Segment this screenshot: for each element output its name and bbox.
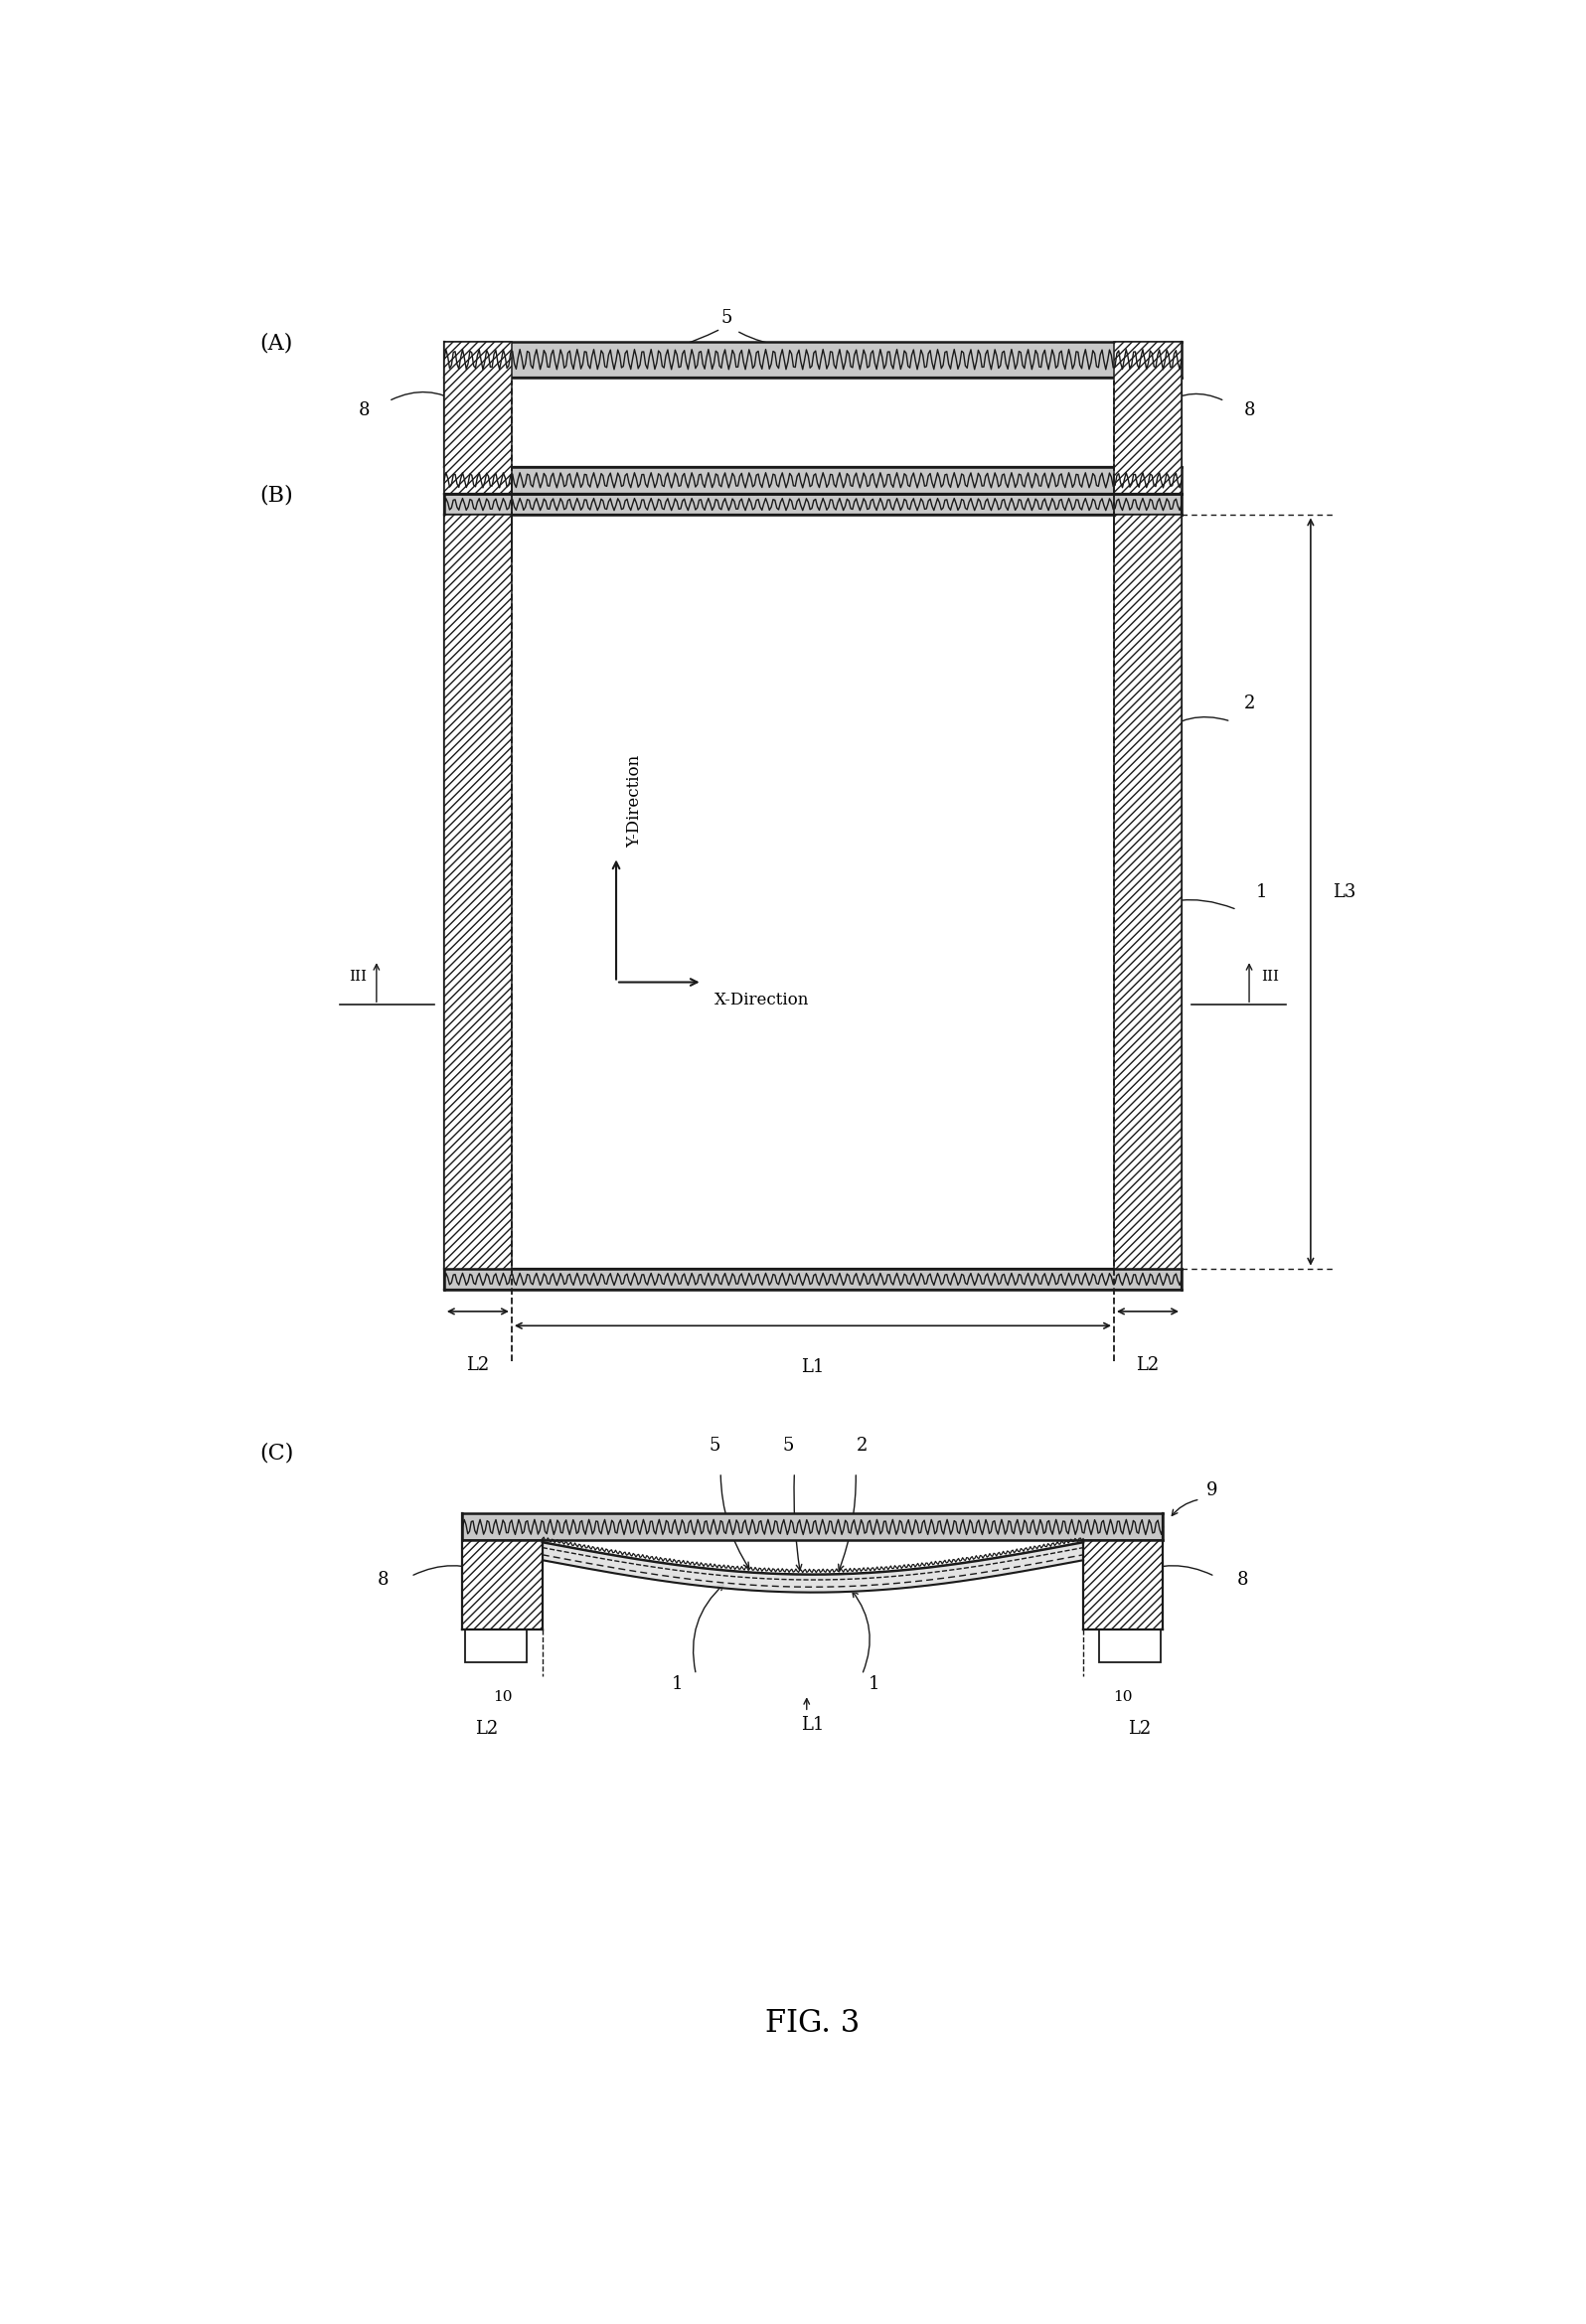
Text: 5: 5 (782, 1436, 795, 1455)
Text: L1: L1 (801, 1357, 825, 1376)
Text: L2: L2 (1128, 1720, 1151, 1738)
Text: FIG. 3: FIG. 3 (766, 2008, 860, 2038)
Text: 2: 2 (856, 1436, 868, 1455)
Text: 1: 1 (1256, 883, 1267, 902)
Text: 2: 2 (1243, 695, 1255, 713)
Text: 1: 1 (672, 1676, 684, 1692)
Text: X-Direction: X-Direction (714, 990, 809, 1009)
Text: 10: 10 (493, 1690, 512, 1703)
Bar (444, 516, 1182, 1269)
Bar (1113, 342, 1182, 493)
Text: 1: 1 (869, 1676, 880, 1692)
Bar (1099, 1629, 1161, 1662)
Text: L3: L3 (1332, 883, 1356, 902)
Bar (463, 1541, 542, 1629)
Text: III: III (349, 969, 366, 983)
Bar (444, 493, 1182, 516)
Bar (444, 1269, 1182, 1290)
Text: 8: 8 (358, 402, 370, 418)
Bar (444, 342, 512, 493)
Text: L1: L1 (801, 1715, 825, 1734)
Bar (444, 467, 1182, 493)
Text: L2: L2 (1136, 1357, 1159, 1373)
Text: 8: 8 (1243, 402, 1255, 418)
Bar (465, 1629, 527, 1662)
Text: 8: 8 (377, 1571, 389, 1590)
Text: 8: 8 (1237, 1571, 1248, 1590)
Text: L2: L2 (466, 1357, 490, 1373)
Text: L2: L2 (474, 1720, 498, 1738)
Text: (A): (A) (260, 332, 293, 356)
Text: 5: 5 (709, 1436, 720, 1455)
Text: (C): (C) (260, 1441, 293, 1464)
Text: (B): (B) (260, 486, 293, 507)
Bar (444, 342, 1182, 376)
Bar (1083, 1541, 1163, 1629)
Text: Y-Direction: Y-Direction (626, 755, 642, 848)
Text: 9: 9 (1207, 1483, 1218, 1499)
Bar (444, 516, 512, 1269)
Bar (463, 1513, 1163, 1541)
Text: III: III (1261, 969, 1278, 983)
Text: 10: 10 (1113, 1690, 1132, 1703)
Bar (444, 376, 1182, 467)
Text: 5: 5 (722, 309, 733, 328)
Bar (1113, 516, 1182, 1269)
